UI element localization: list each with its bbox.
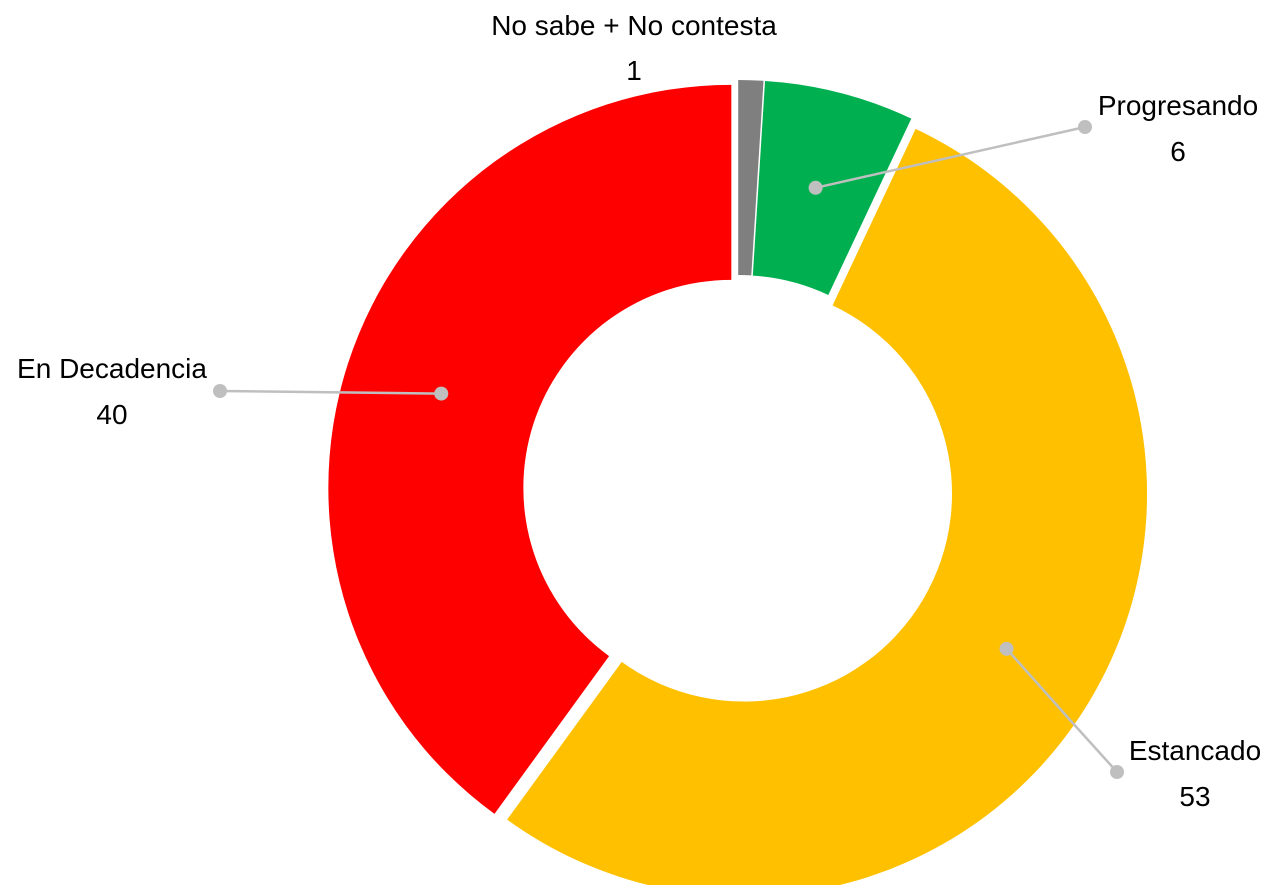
leader-dot-progresando-anchor (808, 180, 823, 195)
category-label-estancado: Estancado (1129, 735, 1261, 766)
leader-dot-en-decadencia-end (213, 384, 227, 398)
donut-slice-en-decadencia (328, 84, 732, 814)
leader-line-estancado (1005, 647, 1118, 773)
leader-line-en-decadencia (219, 389, 442, 395)
category-label-en-decadencia: En Decadencia (17, 353, 207, 384)
data-label-no-sabe: No sabe + No contesta 1 (491, 10, 777, 86)
leader-lines (213, 120, 1124, 779)
donut-slices (328, 80, 1147, 885)
leader-line-progresando (815, 125, 1086, 190)
value-label-estancado: 53 (1179, 781, 1210, 812)
data-label-progresando: Progresando 6 (1098, 90, 1258, 167)
data-label-en-decadencia: En Decadencia 40 (17, 353, 207, 430)
value-label-no-sabe: 1 (626, 55, 642, 86)
category-label-progresando: Progresando (1098, 90, 1258, 121)
leader-dot-progresando-end (1078, 120, 1092, 134)
donut-slice-progresando (752, 81, 912, 296)
category-label-no-sabe: No sabe + No contesta (491, 10, 777, 41)
leader-dot-en-decadencia-anchor (434, 386, 449, 401)
value-label-en-decadencia: 40 (96, 399, 127, 430)
leader-dot-estancado-end (1110, 765, 1124, 779)
leader-dot-estancado-anchor (999, 641, 1014, 656)
data-label-estancado: Estancado 53 (1129, 735, 1261, 812)
donut-slice-no-sabe-no-contesta (738, 80, 764, 276)
value-label-progresando: 6 (1170, 136, 1186, 167)
donut-slice-estancado (507, 128, 1147, 885)
